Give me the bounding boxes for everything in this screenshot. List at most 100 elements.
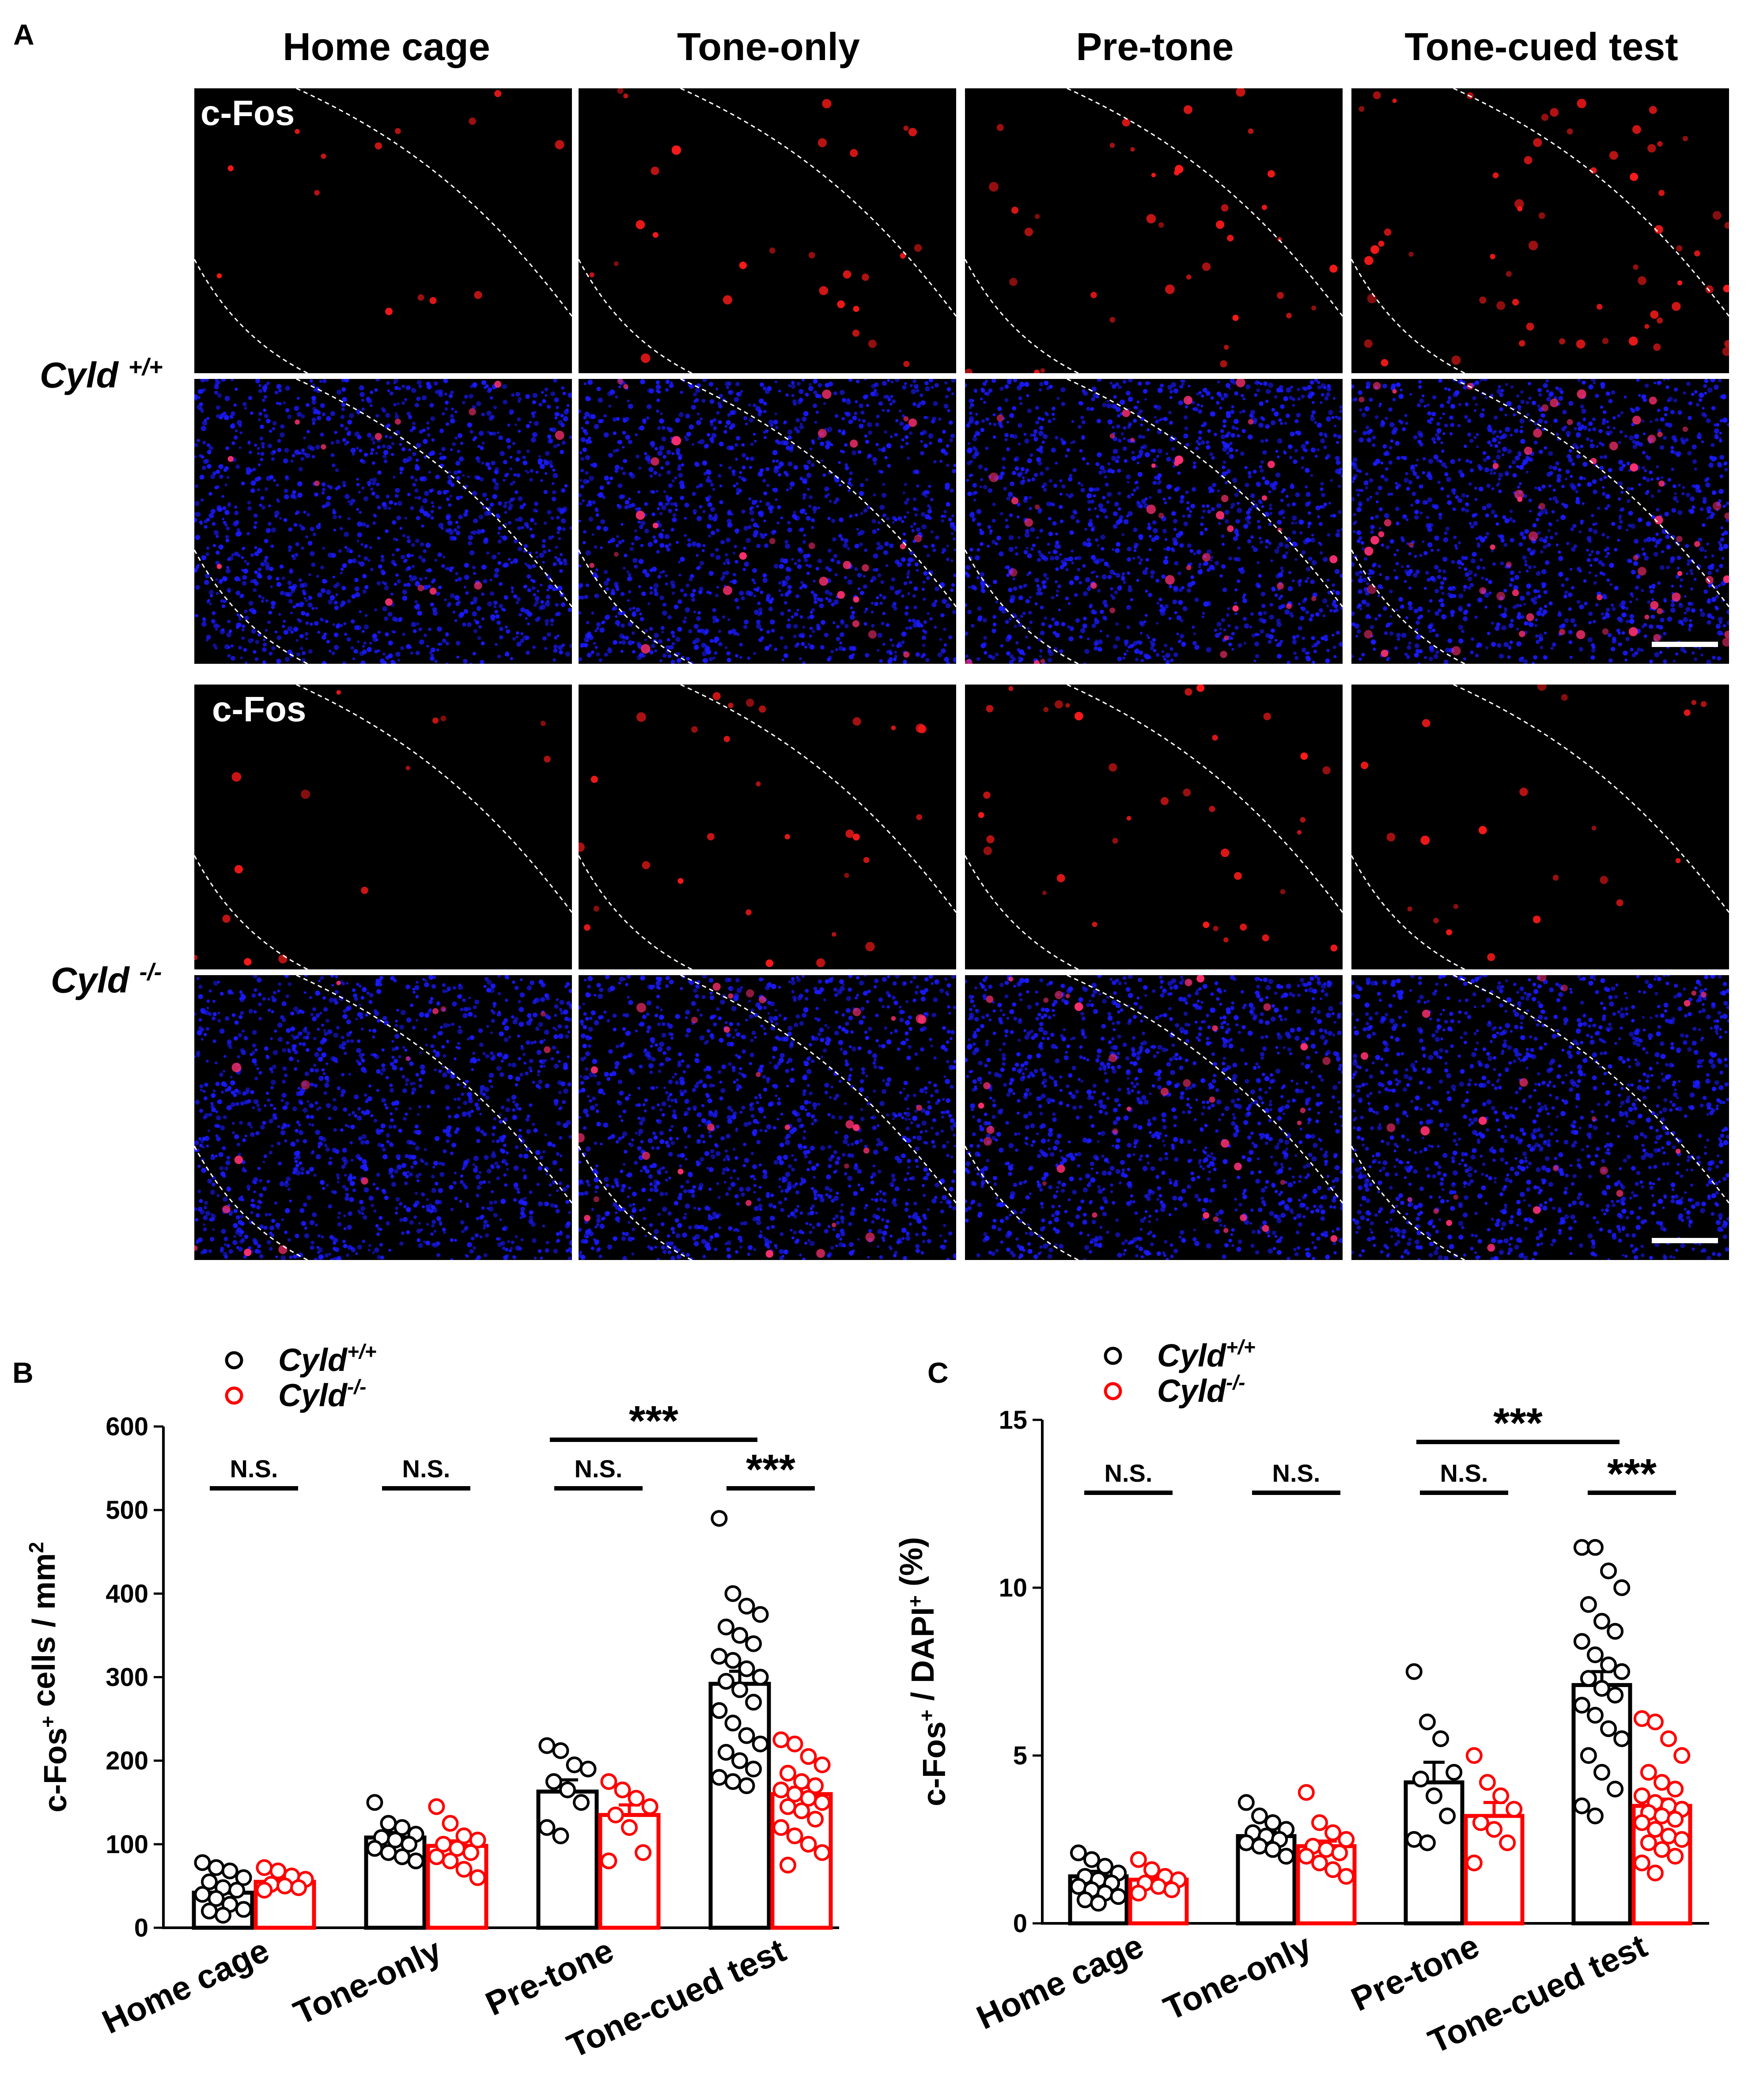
significance-label: N.S. bbox=[1440, 1459, 1488, 1487]
data-point-wt bbox=[711, 1769, 728, 1786]
genotype-label-wt-text: Cyld bbox=[40, 355, 129, 396]
data-point-wt bbox=[1432, 1730, 1449, 1747]
micrograph-wt-cfos-tone-only bbox=[579, 88, 956, 373]
data-point-wt bbox=[1076, 1891, 1094, 1908]
data-point-wt bbox=[201, 1903, 218, 1920]
data-point-wt bbox=[1419, 1714, 1436, 1730]
data-point-wt bbox=[1607, 1687, 1624, 1704]
y-axis-label-sup: + bbox=[904, 1595, 927, 1607]
data-point-wt bbox=[752, 1606, 769, 1623]
data-point-ko bbox=[1298, 1848, 1315, 1865]
data-point-wt bbox=[738, 1660, 755, 1677]
data-point-ko bbox=[1324, 1861, 1342, 1878]
data-point-ko bbox=[1673, 1747, 1691, 1764]
data-point-wt bbox=[731, 1681, 748, 1698]
data-point-wt bbox=[538, 1737, 556, 1754]
data-point-wt bbox=[194, 1854, 211, 1871]
micrograph-ko-merge-pre-tone bbox=[965, 975, 1343, 1260]
legend-label-text: Cyld bbox=[1157, 1338, 1227, 1374]
data-point-wt bbox=[1573, 1633, 1590, 1650]
data-point-ko bbox=[814, 1756, 831, 1774]
micrograph-wt-merge-pre-tone bbox=[965, 379, 1343, 664]
genotype-label-ko-text: Cyld bbox=[51, 960, 140, 1001]
data-point-wt bbox=[1090, 1895, 1107, 1912]
data-point-ko bbox=[1667, 1781, 1684, 1797]
scale-bar bbox=[1652, 642, 1718, 647]
data-point-ko bbox=[1130, 1884, 1147, 1902]
legend-label-text: Cyld bbox=[278, 1343, 348, 1378]
significance-label: N.S. bbox=[1105, 1459, 1153, 1487]
data-point-wt bbox=[738, 1727, 755, 1744]
data-point-ko bbox=[469, 1831, 486, 1849]
legend-label-sup: +/+ bbox=[347, 1340, 377, 1363]
data-point-wt bbox=[1251, 1807, 1268, 1824]
data-point-wt bbox=[235, 1901, 252, 1918]
legend-marker-wt bbox=[1104, 1347, 1122, 1365]
data-point-ko bbox=[641, 1798, 658, 1815]
data-point-ko bbox=[256, 1881, 273, 1899]
data-point-wt bbox=[1600, 1720, 1617, 1737]
y-axis-label-part: c-Fos bbox=[38, 1728, 73, 1812]
data-point-ko bbox=[1465, 1854, 1483, 1872]
data-point-ko bbox=[1654, 1774, 1670, 1791]
data-point-ko bbox=[1633, 1854, 1650, 1872]
data-point-wt bbox=[717, 1619, 734, 1635]
y-tick-label: 200 bbox=[106, 1747, 148, 1775]
micrograph-ko-cfos-pre-tone bbox=[965, 685, 1343, 969]
data-point-wt bbox=[1070, 1878, 1087, 1895]
legend-label-text: Cyld bbox=[1157, 1374, 1227, 1409]
genotype-label-ko-sup: -/- bbox=[139, 959, 162, 985]
data-point-ko bbox=[814, 1794, 831, 1811]
data-point-wt bbox=[1613, 1663, 1631, 1680]
data-point-wt bbox=[1593, 1680, 1610, 1697]
legend-label-sup: -/- bbox=[1226, 1371, 1245, 1394]
panel-label-b: B bbox=[12, 1356, 34, 1389]
y-axis-label-sup: + bbox=[36, 1716, 59, 1728]
significance-label: N.S. bbox=[1272, 1459, 1321, 1487]
legend-label-text: Cyld bbox=[278, 1378, 348, 1413]
data-point-ko bbox=[1654, 1807, 1670, 1824]
significance-label: N.S. bbox=[575, 1455, 623, 1483]
x-category-label: Tone-only bbox=[1158, 1927, 1317, 2028]
data-point-ko bbox=[1324, 1824, 1342, 1841]
data-point-wt bbox=[1593, 1613, 1610, 1630]
significance-label: *** bbox=[629, 1397, 679, 1445]
data-point-wt bbox=[1580, 1596, 1597, 1613]
data-point-ko bbox=[428, 1798, 445, 1815]
data-point-wt bbox=[235, 1869, 252, 1886]
y-tick-label: 400 bbox=[106, 1579, 148, 1608]
y-tick-label: 0 bbox=[134, 1914, 148, 1942]
data-point-ko bbox=[469, 1869, 486, 1886]
data-point-wt bbox=[1405, 1663, 1423, 1680]
legend-label-ko: Cyld-/- bbox=[278, 1375, 366, 1413]
data-point-wt bbox=[1586, 1807, 1604, 1824]
data-point-ko bbox=[607, 1806, 624, 1824]
data-point-wt bbox=[738, 1597, 755, 1615]
y-axis-label-part: / DAPI bbox=[905, 1607, 941, 1710]
data-point-wt bbox=[752, 1735, 769, 1752]
data-point-wt bbox=[538, 1819, 556, 1836]
legend-label-sup: -/- bbox=[347, 1375, 366, 1398]
y-axis-label: c-Fos+ cells / mm2 bbox=[25, 1542, 73, 1812]
data-point-ko bbox=[635, 1844, 652, 1861]
y-axis-label-sup: + bbox=[915, 1710, 938, 1722]
y-axis-label-part: c-Fos bbox=[917, 1722, 952, 1806]
data-point-ko bbox=[1660, 1828, 1677, 1845]
legend-marker-ko bbox=[225, 1386, 243, 1405]
data-point-wt bbox=[579, 1760, 597, 1778]
data-point-wt bbox=[1600, 1563, 1617, 1579]
data-point-ko bbox=[1660, 1730, 1677, 1747]
data-point-wt bbox=[745, 1760, 762, 1778]
data-point-ko bbox=[1633, 1814, 1650, 1831]
data-point-wt bbox=[1593, 1764, 1610, 1781]
data-point-ko bbox=[1150, 1878, 1167, 1895]
y-axis-label-part: cells / mm bbox=[26, 1553, 62, 1716]
data-point-wt bbox=[1573, 1797, 1590, 1814]
column-header-pre-tone: Pre-tone bbox=[1076, 25, 1234, 68]
data-point-ko bbox=[807, 1811, 824, 1828]
data-point-wt bbox=[221, 1862, 238, 1880]
data-point-ko bbox=[1311, 1854, 1328, 1872]
data-point-wt bbox=[1573, 1697, 1590, 1714]
y-tick-label: 600 bbox=[106, 1412, 148, 1441]
data-point-wt bbox=[194, 1886, 211, 1903]
